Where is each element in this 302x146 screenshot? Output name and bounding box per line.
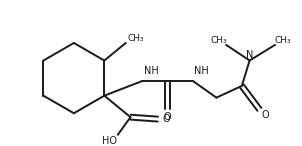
Text: CH₃: CH₃ (275, 35, 291, 45)
Text: N: N (246, 50, 253, 60)
Text: O: O (164, 112, 172, 122)
Text: O: O (163, 114, 170, 124)
Text: NH: NH (194, 66, 209, 76)
Text: CH₃: CH₃ (210, 35, 227, 45)
Text: NH: NH (144, 66, 158, 76)
Text: CH₃: CH₃ (127, 34, 144, 43)
Text: HO: HO (102, 136, 117, 146)
Text: O: O (262, 110, 269, 120)
